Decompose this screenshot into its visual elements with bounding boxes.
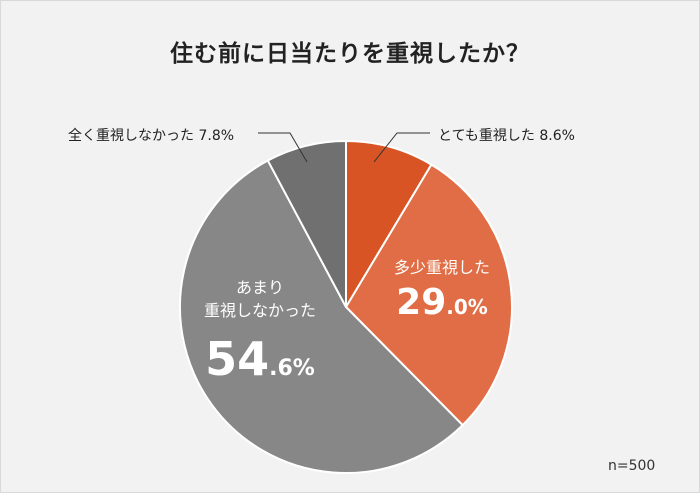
leader-line-very-much bbox=[373, 132, 430, 163]
pie-slice-not-at-all bbox=[266, 139, 347, 308]
slice-label-not-much: あまり 重視しなかった 54.6% bbox=[180, 276, 340, 382]
slice-label-not-at-all: 全く重視しなかった 7.8% bbox=[68, 128, 235, 144]
sample-size-note: n=500 bbox=[608, 458, 656, 474]
pie-slice-very-much bbox=[345, 139, 433, 311]
slice-name-line1: あまり bbox=[235, 278, 284, 297]
slice-name-line2: 重視しなかった bbox=[203, 301, 316, 320]
pie-slice-not-much bbox=[178, 159, 465, 474]
slice-percent-not-much: 54.6% bbox=[205, 332, 315, 386]
slice-name-somewhat: 多少重視した bbox=[393, 258, 490, 277]
chart-title: 住む前に日当たりを重視したか？ bbox=[170, 41, 530, 67]
leader-line-not-at-all bbox=[258, 132, 308, 163]
slice-percent-somewhat: 29.0% bbox=[396, 282, 488, 323]
slice-label-somewhat: 多少重視した 29.0% bbox=[383, 256, 501, 321]
slice-label-very-much: とても重視した 8.6% bbox=[438, 128, 575, 144]
pie-slice-somewhat bbox=[344, 163, 513, 427]
